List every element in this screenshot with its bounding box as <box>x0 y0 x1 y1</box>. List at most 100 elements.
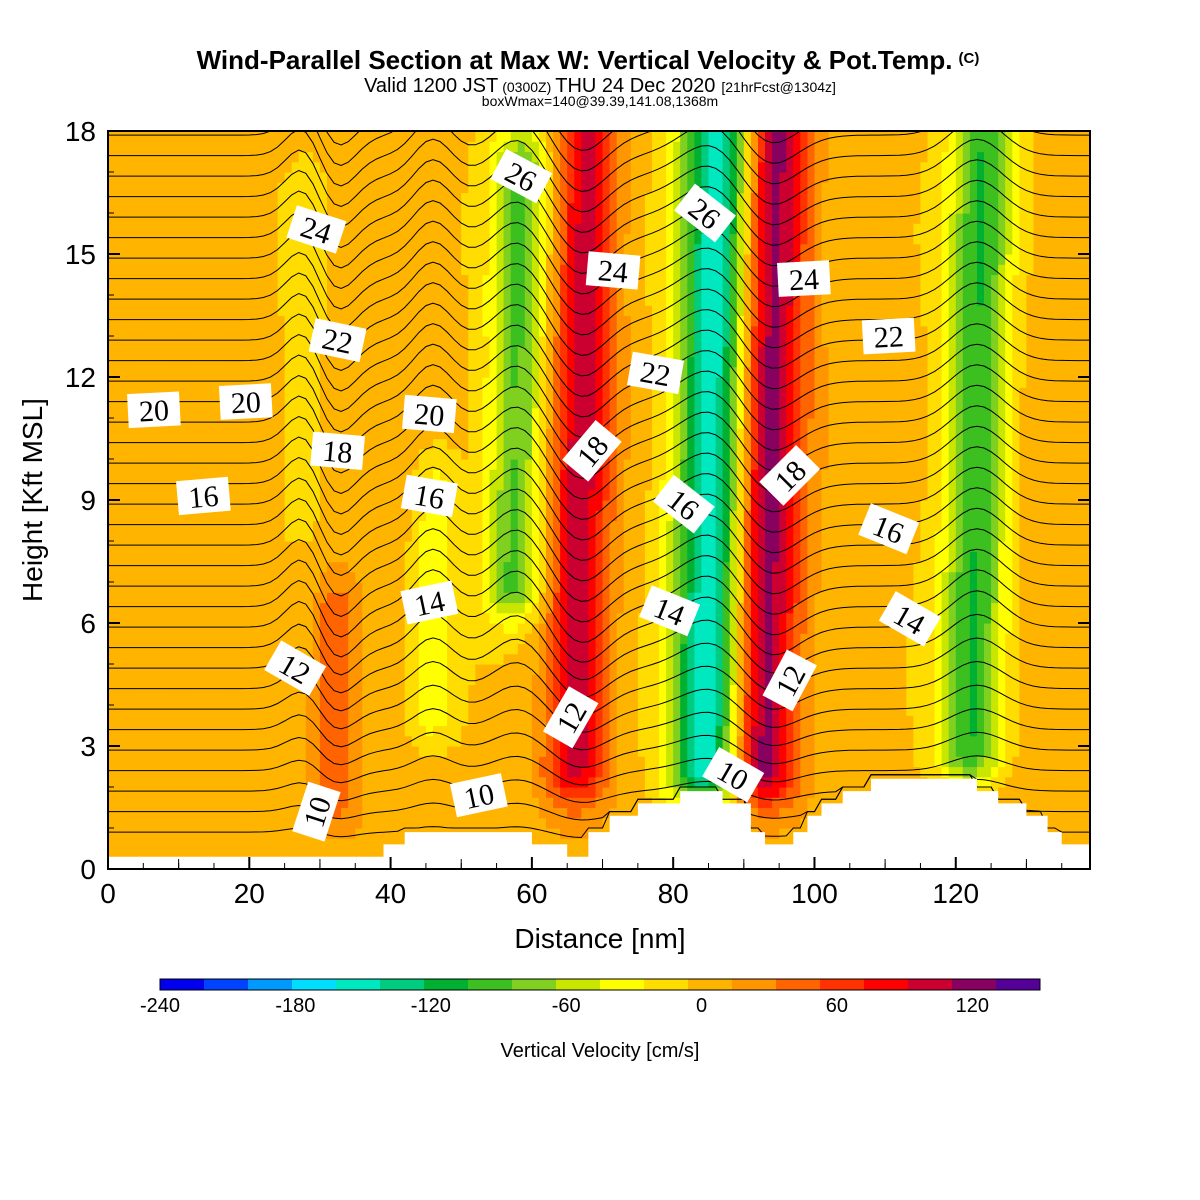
velocity-cell <box>206 684 215 696</box>
velocity-cell <box>171 756 180 768</box>
velocity-cell <box>178 448 187 460</box>
velocity-cell <box>461 182 469 194</box>
velocity-cell <box>362 510 370 522</box>
velocity-cell <box>510 705 519 716</box>
velocity-cell <box>482 520 491 532</box>
velocity-cell <box>546 264 554 276</box>
velocity-cell <box>143 561 151 573</box>
velocity-cell <box>341 356 349 368</box>
velocity-cell <box>228 571 236 583</box>
velocity-cell <box>256 807 265 819</box>
velocity-cell <box>312 582 321 593</box>
velocity-cell <box>440 746 448 757</box>
velocity-cell <box>263 694 272 706</box>
velocity-cell <box>517 192 526 204</box>
velocity-cell <box>171 274 180 286</box>
velocity-cell <box>235 746 243 757</box>
velocity-cell <box>249 674 257 686</box>
velocity-cell <box>277 315 286 327</box>
velocity-cell <box>574 366 582 378</box>
velocity-cell <box>185 346 194 358</box>
velocity-cell <box>263 459 272 470</box>
velocity-cell <box>305 243 314 255</box>
velocity-cell <box>383 520 392 532</box>
velocity-cell <box>588 735 597 747</box>
velocity-cell <box>312 551 321 563</box>
velocity-cell <box>560 592 568 604</box>
velocity-cell <box>581 838 589 850</box>
velocity-cell <box>171 377 180 388</box>
velocity-cell <box>277 756 286 768</box>
velocity-cell <box>206 346 215 358</box>
velocity-cell <box>228 735 236 747</box>
velocity-cell <box>136 694 144 706</box>
velocity-cell <box>560 233 568 245</box>
velocity-cell <box>305 602 314 614</box>
velocity-cell <box>581 500 589 511</box>
velocity-cell <box>157 448 166 460</box>
velocity-cell <box>235 172 243 183</box>
velocity-cell <box>517 530 526 542</box>
velocity-cell <box>595 674 604 686</box>
velocity-cell <box>178 192 187 204</box>
velocity-cell <box>503 325 512 337</box>
velocity-cell <box>277 551 286 563</box>
velocity-cell <box>390 428 399 440</box>
velocity-cell <box>263 182 272 194</box>
velocity-cell <box>348 561 356 573</box>
velocity-cell <box>235 315 243 327</box>
velocity-cell <box>355 766 363 778</box>
velocity-cell <box>482 131 491 142</box>
velocity-cell <box>150 838 159 850</box>
velocity-cell <box>588 633 597 645</box>
velocity-cell <box>418 182 427 194</box>
velocity-cell <box>369 254 378 265</box>
velocity-cell <box>447 705 455 716</box>
velocity-cell <box>298 182 307 194</box>
velocity-cell <box>171 664 180 675</box>
velocity-cell <box>588 161 597 173</box>
velocity-cell <box>298 377 307 388</box>
velocity-cell <box>171 489 180 501</box>
velocity-cell <box>489 551 498 563</box>
velocity-cell <box>228 633 236 645</box>
velocity-cell <box>397 541 406 552</box>
velocity-cell <box>546 469 554 481</box>
velocity-cell <box>454 448 462 460</box>
velocity-cell <box>531 684 540 696</box>
velocity-cell <box>496 602 505 614</box>
velocity-cell <box>228 776 236 788</box>
velocity-cell <box>390 151 399 163</box>
velocity-cell <box>531 233 540 245</box>
velocity-cell <box>122 766 130 778</box>
velocity-cell <box>143 705 151 716</box>
velocity-cell <box>185 254 194 265</box>
velocity-cell <box>390 756 399 768</box>
velocity-cell <box>404 284 413 296</box>
velocity-cell <box>115 264 123 276</box>
velocity-cell <box>425 561 434 573</box>
velocity-cell <box>440 797 448 809</box>
velocity-cell <box>440 182 448 194</box>
velocity-cell <box>242 715 250 727</box>
velocity-cell <box>115 192 123 204</box>
velocity-cell <box>199 172 208 183</box>
velocity-cell <box>461 366 469 378</box>
velocity-cell <box>305 848 314 860</box>
velocity-cell <box>319 418 328 429</box>
velocity-cell <box>249 756 257 768</box>
velocity-cell <box>461 284 469 296</box>
velocity-cell <box>588 202 597 214</box>
velocity-cell <box>390 674 399 686</box>
velocity-cell <box>411 284 420 296</box>
velocity-cell <box>531 530 540 542</box>
velocity-cell <box>574 684 582 696</box>
velocity-cell <box>376 787 385 798</box>
velocity-cell <box>418 807 427 819</box>
velocity-cell <box>355 202 363 214</box>
velocity-cell <box>164 264 173 276</box>
velocity-cell <box>355 489 363 501</box>
velocity-cell <box>136 274 144 286</box>
velocity-cell <box>567 315 575 327</box>
velocity-cell <box>362 592 370 604</box>
